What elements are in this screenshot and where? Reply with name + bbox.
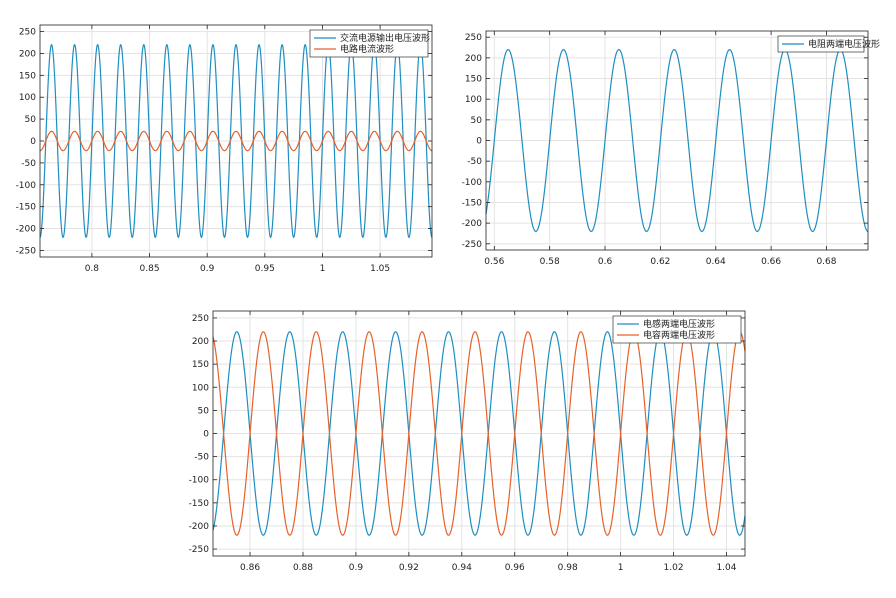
y-tick-label: -250 [16,246,37,256]
y-tick-label: -200 [189,522,210,532]
x-tick-label: 0.96 [505,563,525,573]
x-tick-label: 1.02 [664,563,684,573]
y-tick-label: 0 [203,430,209,440]
x-tick-label: 0.88 [293,563,313,573]
y-tick-label: 250 [19,28,36,38]
y-tick-label: -50 [21,159,36,169]
y-tick-label: 50 [471,116,483,126]
x-tick-label: 0.92 [399,563,419,573]
y-tick-label: -250 [189,545,210,555]
x-tick-label: 1.04 [716,563,736,573]
x-tick-label: 0.6 [598,257,613,267]
x-tick-label: 0.64 [706,257,726,267]
x-tick-label: 0.94 [452,563,472,573]
x-tick-label: 0.95 [255,264,275,274]
legend-label: 电感两端电压波形 [643,318,715,330]
x-tick-label: 0.8 [85,264,100,274]
legend-label: 电容两端电压波形 [643,329,715,341]
x-tick-label: 0.56 [484,257,504,267]
legend-label: 电路电流波形 [340,43,394,55]
y-tick-label: 100 [465,95,482,105]
y-tick-label: 0 [30,137,36,147]
series-line [39,43,433,239]
y-tick-label: 0 [476,137,482,147]
y-tick-label: -250 [462,240,483,250]
y-tick-label: -150 [189,499,210,509]
series-line [212,331,746,536]
x-tick-label: 1.05 [370,264,390,274]
y-tick-label: 150 [192,360,209,370]
y-tick-label: -150 [462,198,483,208]
y-tick-label: 200 [19,49,36,59]
y-tick-label: 100 [192,383,209,393]
y-tick-label: 100 [19,93,36,103]
x-tick-label: 0.58 [540,257,560,267]
legend-box [612,315,742,344]
y-tick-label: 50 [25,115,37,125]
y-tick-label: -50 [467,157,482,167]
x-tick-label: 0.9 [200,264,215,274]
y-tick-label: 250 [465,33,482,43]
y-tick-label: -100 [189,476,210,486]
x-tick-label: 0.68 [816,257,836,267]
y-tick-label: -50 [194,453,209,463]
x-tick-label: 0.98 [558,563,578,573]
y-tick-label: -200 [462,219,483,229]
y-tick-label: 250 [192,314,209,324]
legend-box [309,29,429,58]
x-tick-label: 0.86 [240,563,260,573]
legend-label: 电阻两端电压波形 [808,38,880,50]
legend-label: 交流电源输出电压波形 [340,32,430,44]
x-tick-label: 1 [320,264,326,274]
y-tick-label: -100 [462,178,483,188]
y-tick-label: 200 [465,54,482,64]
x-tick-label: 0.9 [349,563,364,573]
y-tick-label: -200 [16,225,37,235]
y-tick-label: 50 [198,406,210,416]
y-tick-label: 150 [19,71,36,81]
y-tick-label: 200 [192,337,209,347]
x-tick-label: 0.66 [761,257,781,267]
y-tick-label: 150 [465,75,482,85]
y-tick-label: -100 [16,181,37,191]
legend-box [777,35,865,53]
series-line [39,130,433,152]
x-tick-label: 0.62 [650,257,670,267]
series-line [485,48,869,233]
y-tick-label: -150 [16,203,37,213]
x-tick-label: 1 [618,563,624,573]
x-tick-label: 0.85 [140,264,160,274]
